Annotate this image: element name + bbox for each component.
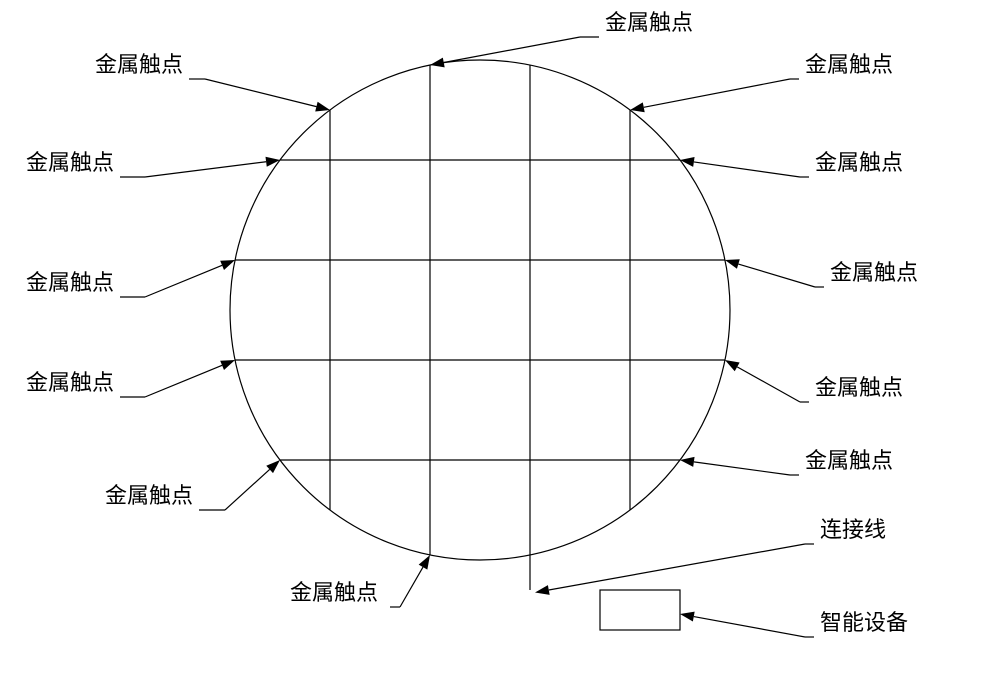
leader-d-rm1 [694, 162, 800, 177]
leader-d-lm1 [145, 162, 266, 177]
leader-d-wire [549, 544, 805, 590]
label-wire: 连接线 [820, 517, 886, 542]
arrow-bot [419, 555, 430, 570]
diagram-root: 金属触点金属触点金属触点金属触点金属触点金属触点金属触点金属触点金属触点金属触点… [0, 0, 1000, 678]
leader-d-bl [225, 469, 270, 510]
leader-d-lm2 [145, 265, 222, 297]
leader-d-top [444, 37, 580, 62]
leader-d-tl [205, 79, 316, 107]
label-lm3: 金属触点 [26, 370, 114, 395]
arrow-lm1 [265, 157, 280, 167]
label-bot: 金属触点 [290, 580, 378, 605]
leader-d-br [694, 462, 790, 475]
label-rm1: 金属触点 [815, 150, 903, 175]
arrow-tr [630, 102, 645, 112]
leader-d-rm2 [738, 264, 815, 287]
label-br: 金属触点 [805, 448, 893, 473]
arrow-rm2 [725, 259, 740, 269]
leader-d-tr [644, 79, 790, 107]
leader-d-bot [400, 567, 423, 607]
leader-d-device [694, 617, 805, 637]
label-rm3: 金属触点 [815, 375, 903, 400]
leader-d-lm3 [145, 365, 222, 397]
arrow-br [680, 457, 695, 467]
label-top: 金属触点 [605, 10, 693, 35]
arrow-tl [315, 102, 330, 112]
arrow-rm3 [725, 360, 740, 371]
label-tr: 金属触点 [805, 52, 893, 77]
arrow-lm2 [220, 260, 235, 270]
label-lm1: 金属触点 [26, 150, 114, 175]
label-tl: 金属触点 [95, 52, 183, 77]
arrow-lm3 [220, 360, 235, 370]
label-lm2: 金属触点 [26, 270, 114, 295]
arrow-wire [535, 585, 550, 595]
device-box [600, 590, 680, 630]
arrow-top [430, 58, 445, 68]
arrow-device [680, 612, 695, 622]
label-bl: 金属触点 [105, 483, 193, 508]
label-device: 智能设备 [820, 610, 908, 635]
label-rm2: 金属触点 [830, 260, 918, 285]
leader-d-rm3 [737, 367, 800, 402]
wafer-circle [230, 60, 730, 560]
